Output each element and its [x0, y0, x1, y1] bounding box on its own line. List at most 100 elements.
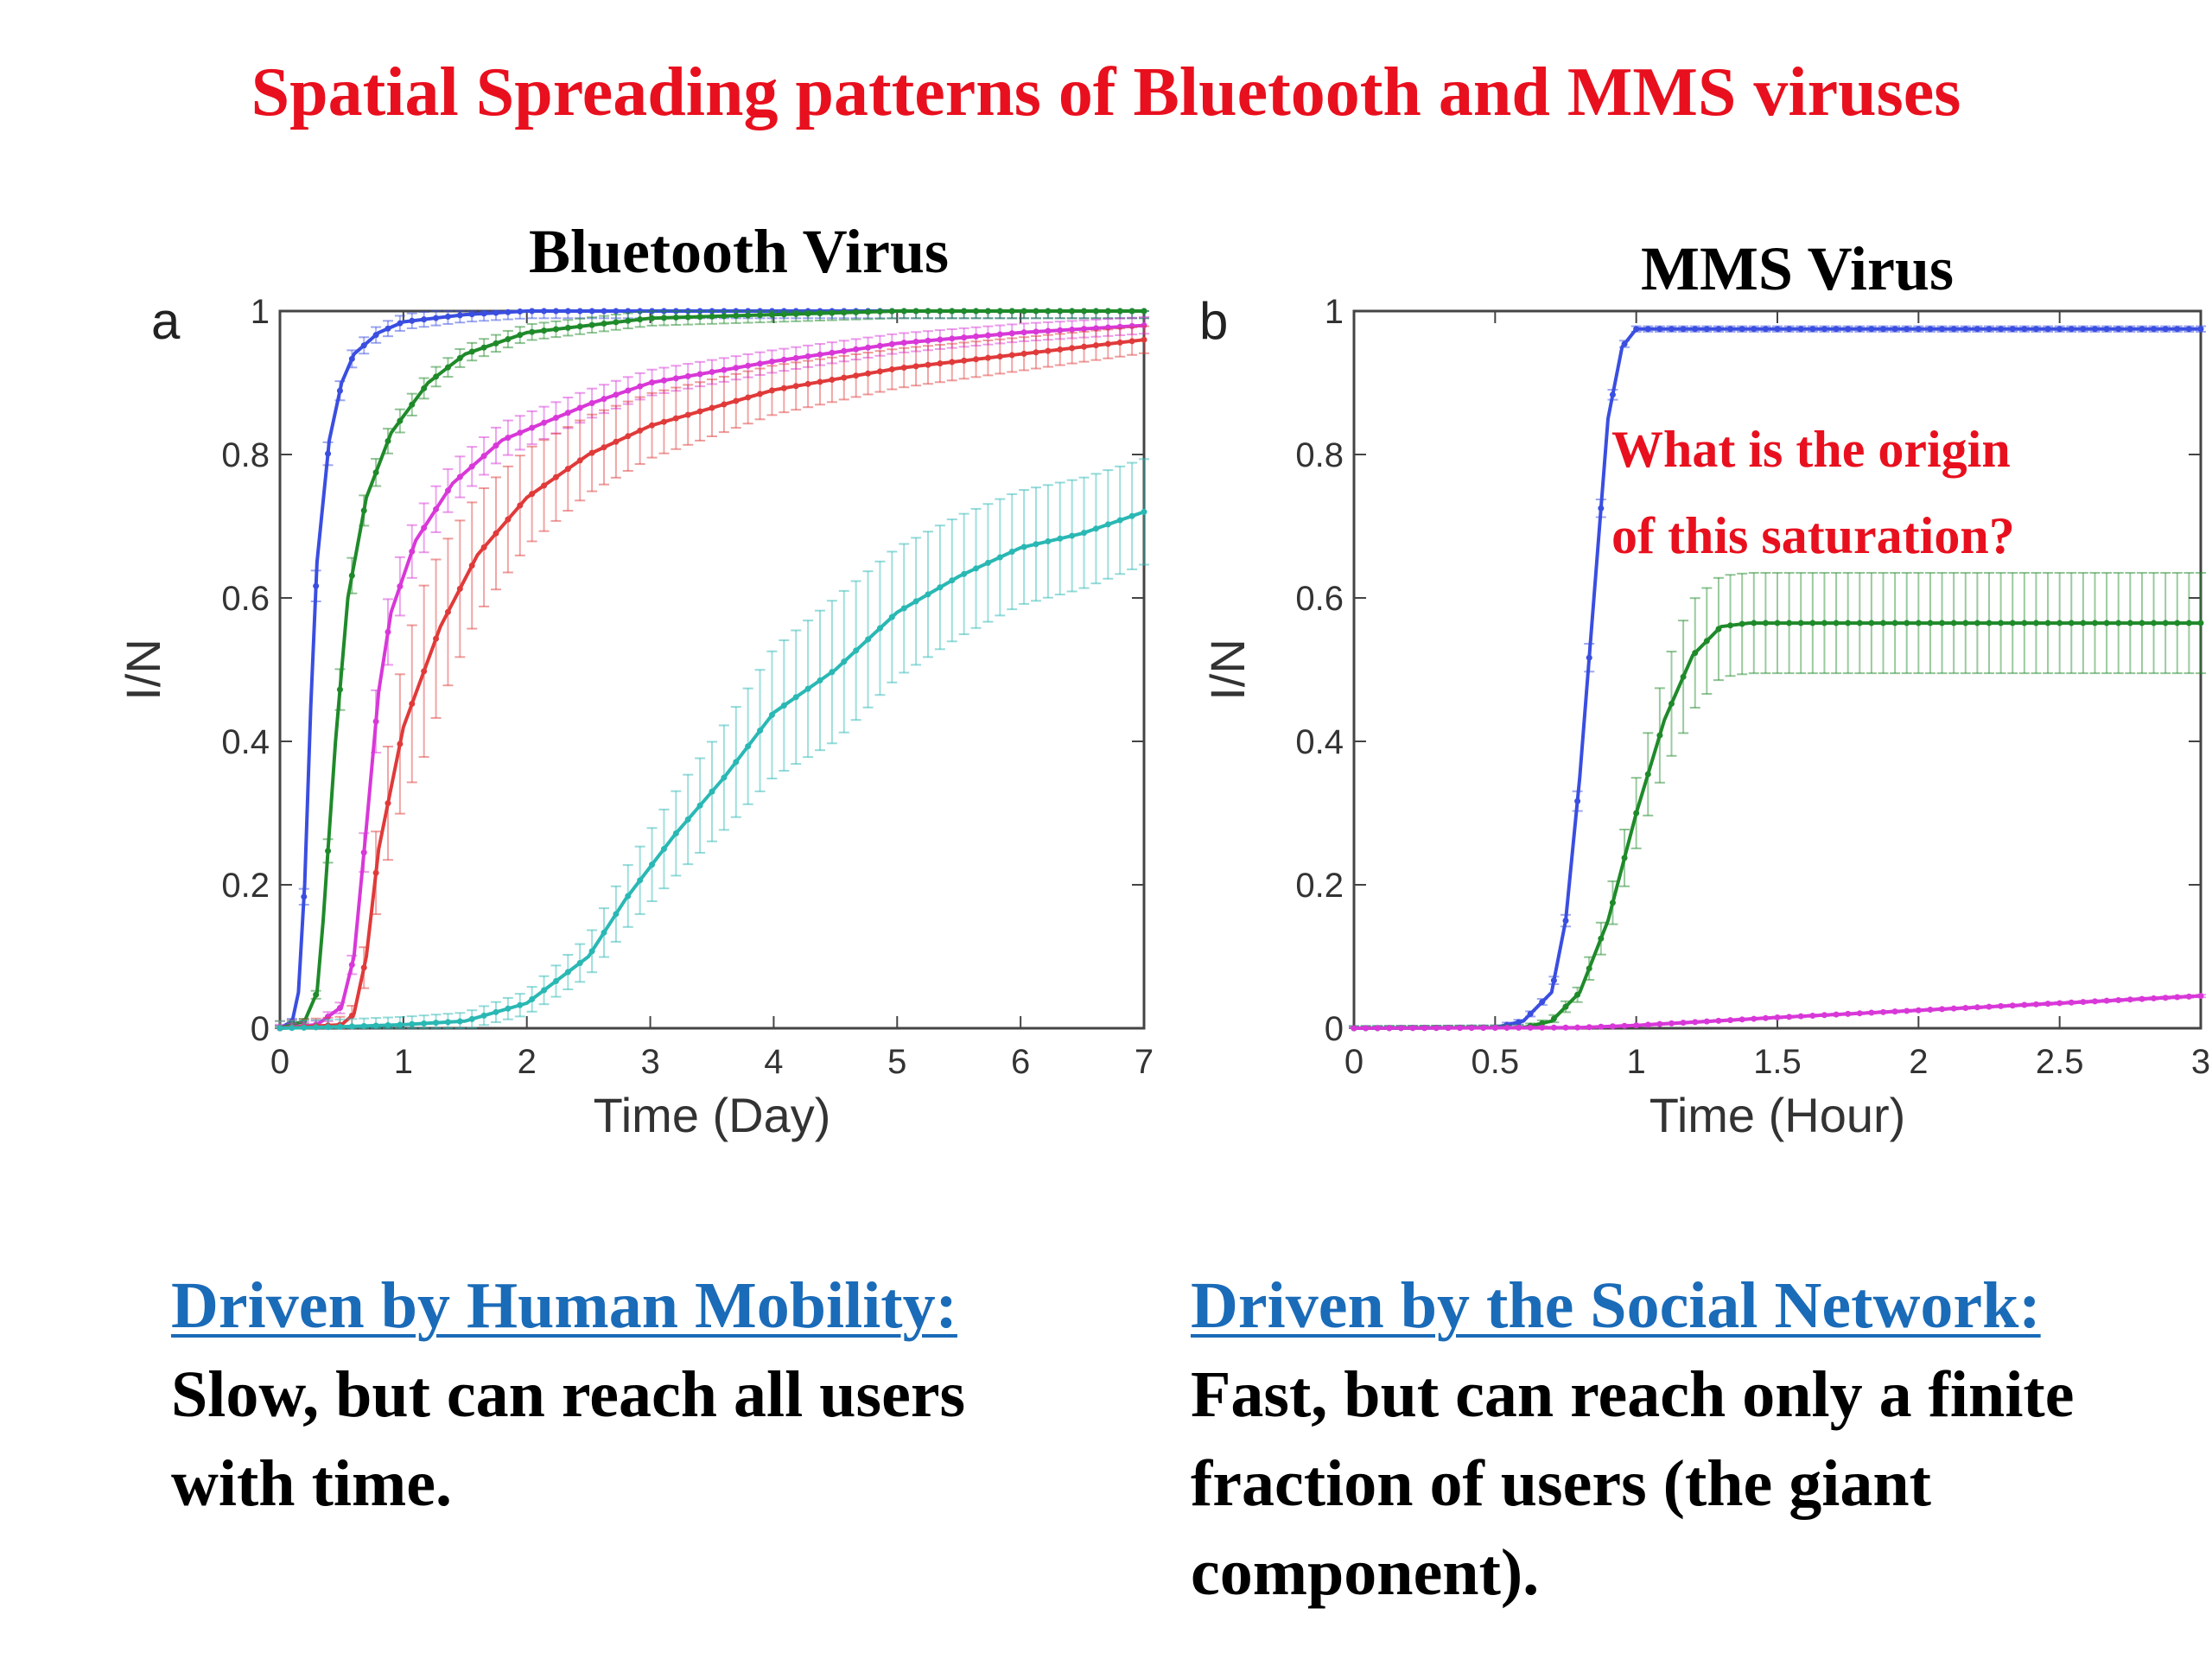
annotation-text: What is the origin	[1611, 421, 2011, 478]
data-point	[1880, 620, 1886, 626]
data-point	[2185, 326, 2192, 333]
data-point	[1950, 620, 1957, 626]
data-point	[2139, 620, 2145, 626]
data-point	[925, 361, 931, 368]
data-point	[2139, 995, 2145, 1002]
data-point	[1128, 308, 1135, 315]
data-point	[2032, 620, 2039, 626]
data-point	[1927, 620, 1934, 626]
data-point	[1057, 346, 1064, 353]
data-point	[733, 365, 740, 372]
caption-text: Fast, but can reach only a finite fracti…	[1191, 1358, 2075, 1609]
data-point	[1033, 541, 1039, 548]
data-point	[696, 371, 703, 378]
data-point	[804, 685, 811, 692]
y-tick-label: 0	[251, 1010, 270, 1048]
data-point	[493, 340, 499, 346]
data-point	[984, 308, 991, 315]
data-point	[721, 313, 728, 320]
data-point	[409, 317, 416, 324]
data-point	[1797, 620, 1804, 626]
data-point	[973, 356, 980, 363]
data-point	[1020, 329, 1027, 336]
data-point	[745, 394, 752, 401]
data-point	[961, 308, 968, 315]
data-point	[529, 328, 536, 335]
data-point	[1621, 1022, 1628, 1029]
data-point	[817, 378, 823, 385]
data-point	[684, 816, 691, 823]
data-point	[696, 408, 703, 415]
data-point	[949, 308, 956, 315]
data-point	[372, 469, 379, 476]
data-point	[2115, 996, 2122, 1003]
data-point	[1491, 1024, 1498, 1031]
data-point	[829, 669, 836, 676]
data-point	[456, 354, 463, 361]
data-point	[1845, 1010, 1852, 1017]
data-point	[1751, 620, 1758, 626]
data-point	[336, 1005, 343, 1012]
data-point	[876, 342, 883, 349]
data-point	[1845, 326, 1852, 333]
y-tick-label: 0.4	[1295, 723, 1344, 761]
data-point	[1644, 771, 1651, 778]
data-point	[2126, 620, 2133, 626]
data-point	[733, 397, 740, 404]
data-point	[1598, 505, 1605, 512]
data-point	[865, 308, 872, 315]
data-point	[301, 1024, 308, 1031]
data-point	[1057, 308, 1064, 315]
data-point	[625, 433, 632, 440]
data-point	[421, 668, 428, 675]
data-point	[456, 585, 463, 592]
data-point	[949, 335, 956, 342]
data-point	[841, 347, 848, 354]
data-point	[1715, 1017, 1722, 1024]
data-point	[493, 309, 499, 316]
data-point	[313, 1024, 320, 1031]
data-point	[1738, 326, 1745, 333]
data-point	[912, 363, 919, 370]
data-point	[1880, 1008, 1886, 1015]
data-point	[552, 308, 559, 315]
x-axis-label: Time (Day)	[594, 1088, 831, 1142]
data-point	[1621, 855, 1628, 861]
data-point	[937, 360, 944, 367]
data-point	[468, 311, 475, 318]
panel-title: Bluetooth Virus	[529, 217, 949, 286]
data-point	[900, 340, 907, 346]
data-point	[1045, 538, 1052, 545]
data-point	[613, 308, 620, 315]
data-point	[768, 387, 775, 394]
data-point	[1128, 512, 1135, 519]
data-point	[792, 383, 799, 390]
data-point	[1363, 1025, 1370, 1032]
data-point	[804, 380, 811, 387]
data-point	[1939, 326, 1946, 333]
data-point	[996, 353, 1003, 360]
data-point	[552, 474, 559, 480]
data-point	[1081, 343, 1088, 350]
data-point	[564, 969, 571, 976]
data-point	[1738, 620, 1745, 627]
data-point	[2080, 326, 2087, 333]
data-point	[1633, 810, 1640, 817]
data-point	[385, 628, 391, 635]
data-point	[325, 848, 332, 855]
data-point	[745, 312, 752, 319]
data-point	[360, 849, 367, 856]
data-point	[505, 336, 512, 343]
data-point	[1927, 326, 1934, 333]
data-point	[1008, 549, 1015, 556]
data-point	[372, 869, 379, 876]
data-point	[1397, 1025, 1404, 1032]
y-axis-label: I/N	[1200, 639, 1255, 701]
data-point	[2092, 998, 2098, 1005]
data-point	[792, 354, 799, 361]
series-4	[275, 325, 1149, 1032]
data-point	[1633, 326, 1640, 333]
data-point	[2068, 620, 2075, 626]
data-point	[517, 502, 524, 509]
data-point	[1738, 1016, 1745, 1023]
